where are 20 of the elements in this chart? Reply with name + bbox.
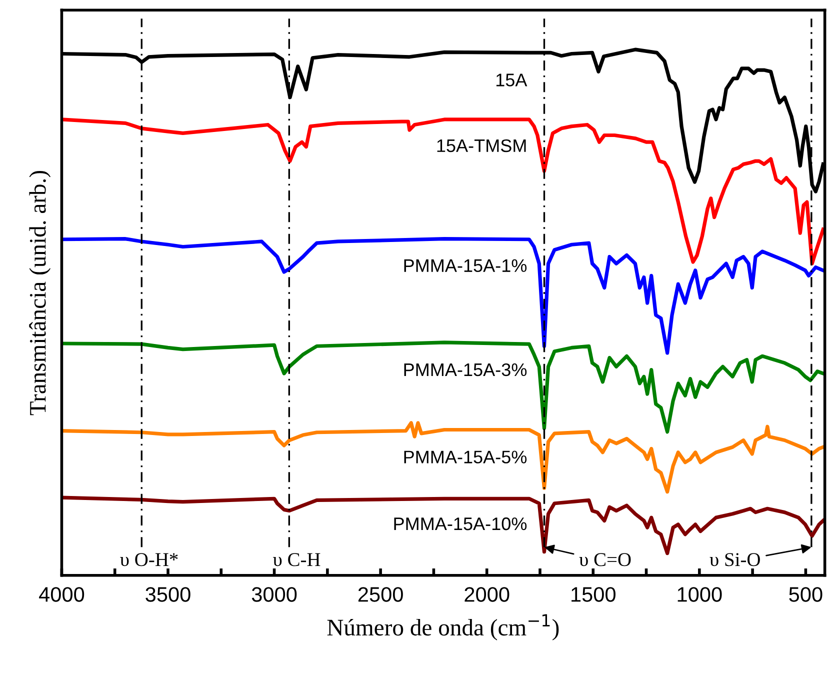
x-axis-title: Número de onda (cm$^{−1}$)	[327, 614, 559, 640]
x-tick-label: 3500	[146, 587, 190, 602]
y-axis-title: Transmitância (unid. arb.)	[29, 170, 51, 416]
x-tick-label: 2500	[358, 587, 403, 602]
series-label: PMMA-15A-1%	[404, 259, 527, 272]
ref-line-label: υ C=O	[579, 553, 631, 566]
ref-line-label: υ O-H*	[120, 553, 178, 566]
x-tick-label: 500	[789, 587, 822, 602]
series-label: PMMA-15A-5%	[404, 450, 527, 464]
x-tick-label: 1000	[678, 587, 722, 602]
series-label: PMMA-15A-10%	[394, 517, 527, 530]
x-tick-label: 2000	[464, 587, 510, 602]
x-tick-label: 4000	[39, 587, 84, 602]
series-label: 15A-TMSM	[437, 139, 526, 152]
x-tick-label: 3000	[252, 587, 297, 602]
series-label: 15A	[496, 74, 528, 86]
x-tick-label: 1500	[572, 587, 616, 602]
ref-line-label: υ C-H	[273, 553, 320, 566]
ref-line-label: υ Si-O	[710, 553, 760, 566]
series-label: PMMA-15A-3%	[404, 363, 527, 376]
